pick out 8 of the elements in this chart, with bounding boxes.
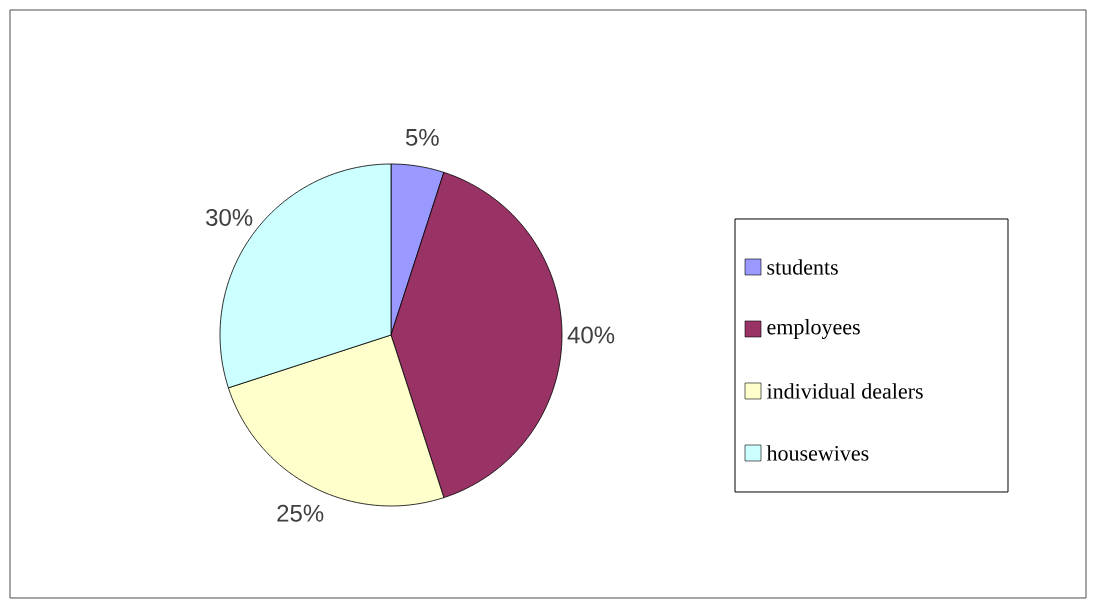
data-label: 5%: [405, 128, 439, 146]
legend-label: students: [767, 259, 838, 275]
data-label: 40%: [567, 326, 615, 344]
data-label: 30%: [206, 208, 253, 226]
data-label: 25%: [277, 504, 324, 522]
legend-label: employees: [767, 318, 860, 339]
legend-label: housewives: [766, 445, 869, 461]
legend-label: individual dealers: [766, 383, 923, 399]
